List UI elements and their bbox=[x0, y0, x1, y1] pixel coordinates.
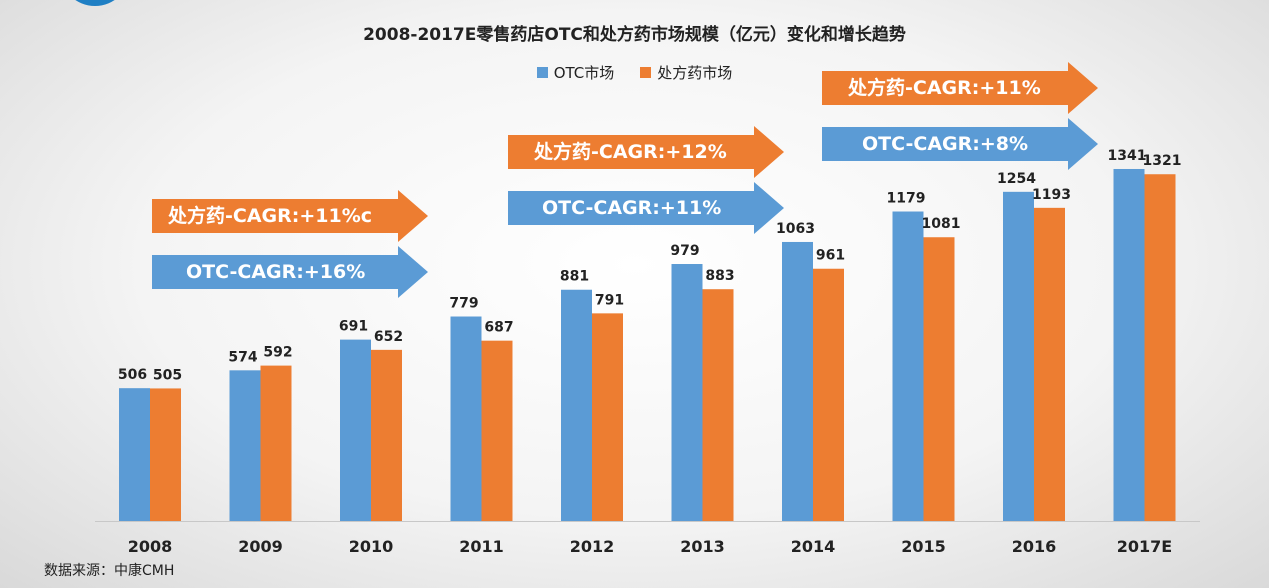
legend-label-rx: 处方药市场 bbox=[657, 64, 733, 82]
legend-label-otc: OTC市场 bbox=[553, 64, 615, 82]
legend-item-rx: 处方药市场 bbox=[640, 62, 732, 83]
bar-rx bbox=[371, 349, 402, 521]
data-label-otc: 574 bbox=[228, 349, 257, 365]
arrow-shape bbox=[152, 246, 428, 298]
cagr-arrow-otc-2008-2011: OTC-CAGR:+16% bbox=[152, 246, 428, 298]
cagr-arrow-otc-2014-2017: OTC-CAGR:+8% bbox=[822, 118, 1098, 170]
data-label-rx: 1081 bbox=[922, 216, 961, 232]
bar-otc bbox=[782, 241, 813, 521]
arrow-shape bbox=[508, 182, 784, 234]
data-label-otc: 1254 bbox=[997, 171, 1036, 187]
data-label-rx: 592 bbox=[263, 345, 292, 361]
arrow-polygon bbox=[508, 126, 784, 178]
legend-swatch-rx bbox=[640, 67, 652, 78]
cagr-arrow-rx-2014-2017: 处方药-CAGR:+11% bbox=[822, 62, 1098, 114]
arrow-shape bbox=[508, 126, 784, 178]
cagr-arrow-rx-2008-2011: 处方药-CAGR:+11%c bbox=[152, 190, 428, 242]
bar-otc bbox=[1003, 191, 1034, 521]
arrow-polygon bbox=[152, 246, 428, 298]
cagr-arrow-rx-2011-2014: 处方药-CAGR:+12% bbox=[508, 126, 784, 178]
bar-rx bbox=[702, 289, 734, 521]
x-tick-label: 2017E bbox=[1117, 537, 1172, 556]
data-label-rx: 1321 bbox=[1143, 153, 1182, 169]
data-label-otc: 881 bbox=[560, 269, 589, 285]
bar-rx bbox=[592, 313, 623, 521]
cagr-label: OTC-CAGR:+8% bbox=[862, 133, 1029, 155]
bar-rx bbox=[1034, 207, 1065, 521]
legend-swatch-otc bbox=[536, 67, 548, 78]
bar-rx bbox=[150, 388, 181, 521]
data-label-otc: 979 bbox=[670, 243, 699, 259]
bar-rx bbox=[813, 268, 844, 521]
source-note: 数据来源：中康CMH bbox=[44, 563, 175, 579]
arrow-polygon bbox=[822, 118, 1098, 170]
bar-otc bbox=[450, 316, 482, 521]
bar-otc bbox=[119, 388, 150, 521]
x-tick-label: 2011 bbox=[459, 537, 504, 556]
x-tick-label: 2012 bbox=[570, 537, 615, 556]
chart-title: 2008-2017E零售药店OTC和处方药市场规模（亿元）变化和增长趋势 bbox=[363, 25, 906, 45]
arrow-shape bbox=[152, 190, 428, 242]
arrow-shape bbox=[822, 62, 1098, 114]
data-label-otc: 691 bbox=[339, 319, 368, 335]
data-label-rx: 961 bbox=[816, 248, 845, 264]
cagr-label: OTC-CAGR:+11% bbox=[542, 197, 722, 219]
data-label-otc: 779 bbox=[449, 296, 478, 312]
x-tick-label: 2016 bbox=[1012, 537, 1057, 556]
x-tick-label: 2008 bbox=[128, 537, 173, 556]
bar-rx bbox=[260, 365, 292, 521]
bar-rx bbox=[481, 340, 513, 521]
x-tick-label: 2014 bbox=[791, 537, 836, 556]
x-tick-label: 2015 bbox=[901, 537, 946, 556]
data-label-rx: 1193 bbox=[1032, 187, 1071, 203]
x-tick-label: 2013 bbox=[680, 537, 725, 556]
bar-otc bbox=[340, 339, 371, 521]
cagr-arrow-otc-2011-2014: OTC-CAGR:+11% bbox=[508, 182, 784, 234]
data-label-rx: 505 bbox=[153, 367, 182, 383]
cagr-label: 处方药-CAGR:+11% bbox=[848, 77, 1041, 99]
arrow-polygon bbox=[822, 62, 1098, 114]
data-label-rx: 883 bbox=[705, 268, 734, 284]
corner-logo bbox=[60, 0, 130, 6]
legend-item-otc: OTC市场 bbox=[536, 62, 615, 83]
x-tick-label: 2009 bbox=[238, 537, 283, 556]
cagr-label: 处方药-CAGR:+11%c bbox=[168, 205, 373, 227]
x-tick-label: 2010 bbox=[349, 537, 394, 556]
data-label-otc: 1179 bbox=[887, 191, 926, 207]
bar-otc bbox=[1113, 168, 1145, 522]
bar-rx bbox=[923, 237, 955, 522]
cagr-label: 处方药-CAGR:+12% bbox=[534, 141, 727, 163]
bar-otc bbox=[229, 370, 261, 521]
cagr-label: OTC-CAGR:+16% bbox=[186, 261, 366, 283]
data-label-otc: 1341 bbox=[1108, 148, 1147, 164]
data-label-rx: 652 bbox=[374, 329, 403, 345]
bar-otc bbox=[892, 211, 924, 521]
bar-otc bbox=[671, 264, 703, 521]
legend: OTC市场 处方药市场 bbox=[0, 62, 1269, 83]
arrow-polygon bbox=[152, 190, 428, 242]
data-label-rx: 687 bbox=[484, 320, 513, 336]
bar-otc bbox=[561, 289, 592, 521]
data-label-otc: 1063 bbox=[776, 221, 815, 237]
data-label-otc: 506 bbox=[118, 367, 147, 383]
data-label-rx: 791 bbox=[595, 292, 624, 308]
bar-rx bbox=[1144, 174, 1176, 522]
arrow-polygon bbox=[508, 182, 784, 234]
arrow-shape bbox=[822, 118, 1098, 170]
